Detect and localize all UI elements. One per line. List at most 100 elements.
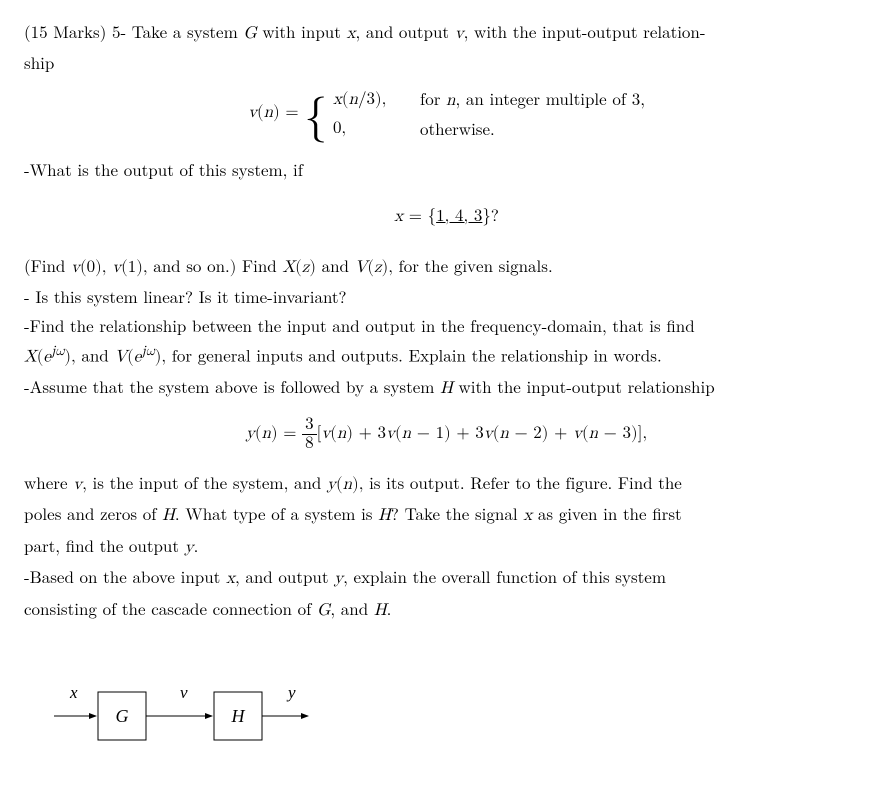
pw-mid: , is the input of the system, and bbox=[82, 470, 327, 494]
pf-v1: v bbox=[112, 259, 121, 276]
e3-yc: ) = bbox=[271, 425, 302, 442]
pc-and: , and bbox=[330, 596, 373, 620]
pf-Xza: ( bbox=[295, 259, 302, 276]
e3-v3: v bbox=[484, 425, 493, 442]
e3-v1n: n bbox=[337, 425, 346, 442]
block-diagram: x G v H y bbox=[52, 674, 869, 744]
pb-y: y bbox=[334, 570, 343, 587]
pf-Xza2: ) and bbox=[309, 259, 354, 276]
eq1-slash3: /3), bbox=[358, 91, 386, 108]
pp-x: x bbox=[523, 507, 532, 524]
diagram-svg: x G v H y bbox=[52, 674, 382, 744]
equation-y-def: y(n) = 38[v(n) + 3v(n − 1) + 3v(n − 2) +… bbox=[24, 416, 869, 453]
qa-post: with the input-output relationship bbox=[453, 374, 715, 398]
pf-v1a: (1), and so on.) Find bbox=[121, 259, 282, 276]
pc-H: H bbox=[374, 602, 387, 619]
e3-frac: 38 bbox=[302, 416, 317, 453]
line-ship: ship bbox=[24, 49, 869, 75]
eq1-nvar: n bbox=[446, 92, 455, 109]
pc-pre: consisting of the cascade connection of bbox=[24, 596, 317, 620]
e3-v2m: − 1) + 3 bbox=[411, 425, 484, 442]
equation-x-val: x = {1, 4, 3}? bbox=[24, 201, 869, 230]
eq1-row1-text: for n, an integer multiple of 3, bbox=[420, 86, 645, 110]
diagram-y-label: y bbox=[286, 683, 296, 702]
e3-den: 8 bbox=[302, 434, 317, 453]
para-cascade: consisting of the cascade connection of … bbox=[24, 595, 869, 624]
qf-o2: ( bbox=[127, 349, 134, 366]
eq1-lhs-open: ( bbox=[257, 104, 264, 121]
var-G: G bbox=[243, 25, 256, 42]
pf-open: (Find bbox=[24, 253, 71, 277]
equation-v-def: v(n) = { x(n/3), 0, for n, an integer mu… bbox=[24, 84, 869, 143]
eq1-row2-zero: 0, bbox=[333, 120, 346, 137]
pf-v0a: (0), bbox=[80, 259, 112, 276]
qf-jw1: jω bbox=[51, 344, 64, 358]
pf-z2: z bbox=[374, 259, 382, 276]
qf-c1: ), and bbox=[64, 349, 114, 366]
e3-v2n: n bbox=[402, 425, 411, 442]
q-output: -What is the output of this system, if bbox=[24, 156, 869, 182]
pp-mid: . What type of a system is bbox=[175, 501, 378, 525]
pw-pre: where bbox=[24, 470, 73, 494]
line-header: (15 Marks) 5- Take a system G with input… bbox=[24, 18, 869, 47]
para-poles: poles and zeros of H. What type of a sys… bbox=[24, 500, 869, 529]
e3-v4a: ( bbox=[582, 425, 589, 442]
pp-pre: poles and zeros of bbox=[24, 501, 162, 525]
eq1-x: x bbox=[333, 91, 342, 108]
pw-ya2: ), is its output. Refer to the figure. F… bbox=[352, 476, 682, 493]
para-part: part, find the output y. bbox=[24, 532, 869, 561]
q-freq1: -Find the relationship between the input… bbox=[24, 312, 869, 338]
diagram-G-label: G bbox=[116, 706, 129, 726]
qf-c2: ), for general inputs and outputs. Expla… bbox=[155, 349, 662, 366]
pw-y: y bbox=[327, 476, 336, 493]
txt1: with input bbox=[257, 19, 347, 43]
q-linear: - Is this system linear? Is it time-inva… bbox=[24, 283, 869, 309]
pw-n: n bbox=[343, 476, 352, 493]
q-assume: -Assume that the system above is followe… bbox=[24, 373, 869, 402]
ppart-pre: part, find the output bbox=[24, 533, 185, 557]
e3-num: 3 bbox=[302, 416, 317, 434]
diagram-H-label: H bbox=[231, 706, 246, 726]
eq2-close: }? bbox=[482, 208, 499, 225]
e3-v4m: − 3)], bbox=[598, 425, 647, 442]
e3-v4: v bbox=[573, 425, 582, 442]
txt2: , and output bbox=[355, 19, 454, 43]
e3-v1a: ( bbox=[330, 425, 337, 442]
e3-y: y bbox=[246, 425, 255, 442]
e3-v2: v bbox=[386, 425, 395, 442]
diagram-x-label: x bbox=[69, 683, 78, 702]
pf-Xz: X bbox=[282, 259, 295, 276]
pb-tail: , explain the overall function of this s… bbox=[343, 564, 666, 588]
pp-tail: as given in the first bbox=[532, 501, 681, 525]
eq1-right-col: for n, an integer multiple of 3, otherwi… bbox=[420, 85, 645, 141]
ppart-y: y bbox=[185, 539, 194, 556]
pf-Vza2: ), for the given signals. bbox=[382, 259, 553, 276]
pb-pre: -Based on the above input bbox=[24, 564, 226, 588]
para-based: -Based on the above input x, and output … bbox=[24, 563, 869, 592]
pb-mid: , and output bbox=[235, 564, 334, 588]
e3-v3m: − 2) + bbox=[509, 425, 573, 442]
diagram-v-label: v bbox=[180, 683, 188, 702]
eq1-row1-left: x(n/3), bbox=[333, 85, 386, 109]
q-freq2: X(ejω), and V(ejω), for general inputs a… bbox=[24, 340, 869, 371]
eq1-lhs-close: ) = bbox=[273, 104, 304, 121]
var-v: v bbox=[455, 25, 464, 42]
pw-v: v bbox=[73, 476, 82, 493]
e3-v4n: n bbox=[589, 425, 598, 442]
pf-Vz: V bbox=[355, 259, 368, 276]
qa-H: H bbox=[440, 380, 453, 397]
eq1-text2: , an integer multiple of 3, bbox=[456, 86, 645, 110]
brace-icon: { bbox=[304, 92, 327, 133]
eq2-eq: = { bbox=[403, 208, 436, 225]
pp-H2: H bbox=[378, 507, 391, 524]
qa-pre: -Assume that the system above is followe… bbox=[24, 374, 440, 398]
eq1-lhs-n: n bbox=[264, 104, 273, 121]
txt3: , with the input-output relation- bbox=[464, 19, 706, 43]
eq1-lhs-v: v bbox=[248, 104, 257, 121]
qf-X: X bbox=[24, 349, 37, 366]
pp-H: H bbox=[162, 507, 175, 524]
marks-prefix: (15 Marks) 5- Take a system bbox=[24, 19, 243, 43]
ppart-dot: . bbox=[194, 533, 199, 557]
pw-ya: ( bbox=[336, 476, 343, 493]
eq1-open: ( bbox=[342, 91, 349, 108]
